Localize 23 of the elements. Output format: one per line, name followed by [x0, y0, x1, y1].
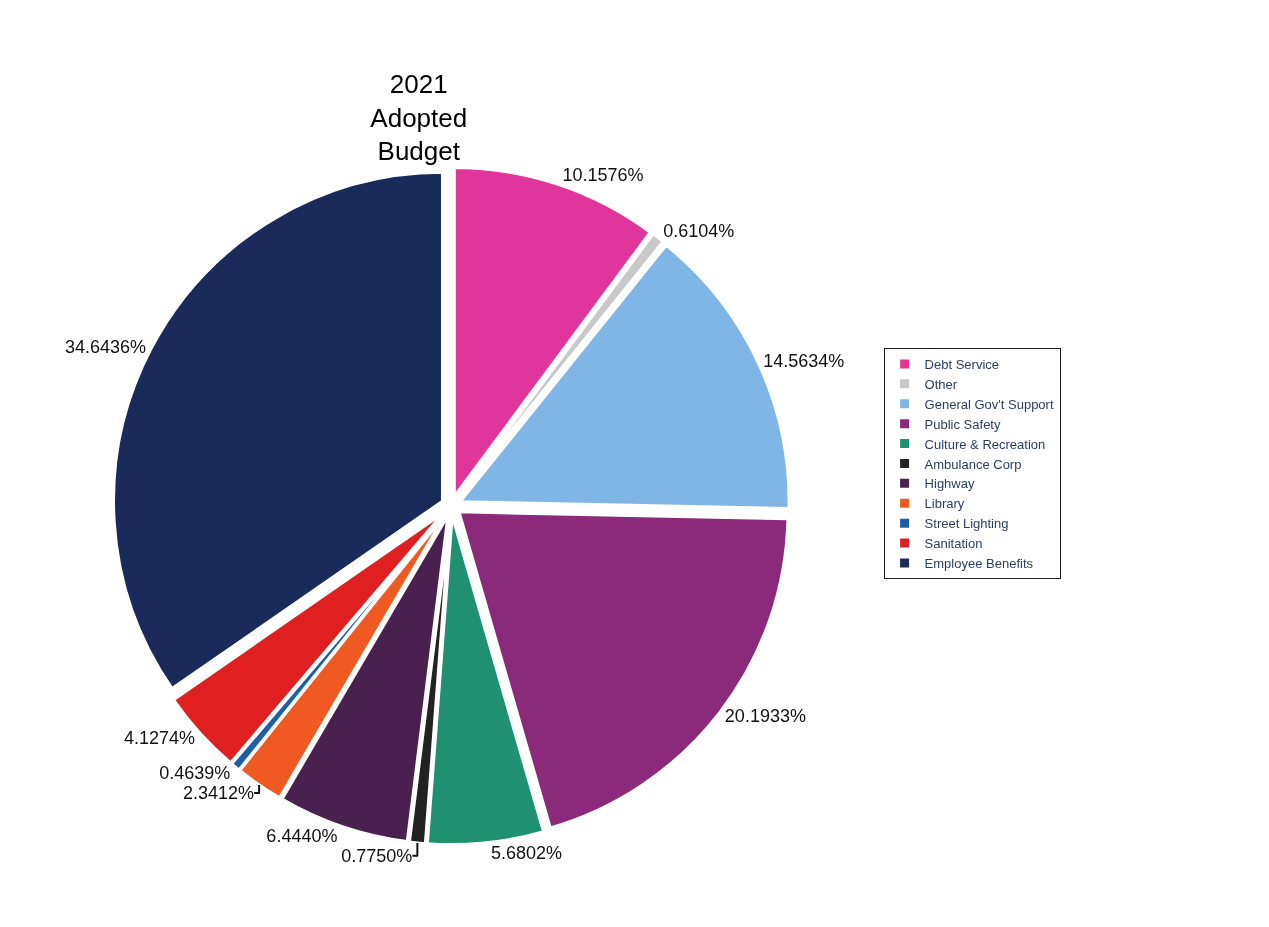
- legend-label: General Gov't Support: [924, 396, 1054, 412]
- data-label: 10.1576%: [562, 165, 644, 186]
- chart-title: 2021 Adopted Budget: [370, 68, 468, 167]
- data-label: 34.6436%: [65, 336, 147, 357]
- data-label: 14.5634%: [763, 350, 845, 371]
- legend-label: Library: [924, 496, 965, 512]
- legend-label: Culture & Recreation: [924, 436, 1046, 452]
- data-label: 6.4440%: [266, 825, 338, 846]
- data-label: 0.6104%: [663, 221, 735, 242]
- data-label: 5.6802%: [490, 842, 563, 863]
- legend-label: Other: [924, 376, 958, 392]
- data-label: 0.7750%: [341, 845, 413, 866]
- legend-label: Street Lighting: [924, 516, 1009, 532]
- legend-label: Debt Service: [924, 357, 1000, 373]
- legend-label: Public Safety: [924, 416, 1001, 432]
- legend-label: Ambulance Corp: [924, 456, 1022, 472]
- data-label: 4.1274%: [123, 727, 196, 748]
- legend-label: Employee Benefits: [924, 556, 1034, 572]
- data-label: 20.1933%: [724, 706, 806, 726]
- legend-label: Sanitation: [924, 536, 983, 552]
- data-label: 0.4639%: [159, 762, 231, 783]
- legend-label: Highway: [924, 476, 975, 492]
- data-label: 2.3412%: [183, 782, 255, 803]
